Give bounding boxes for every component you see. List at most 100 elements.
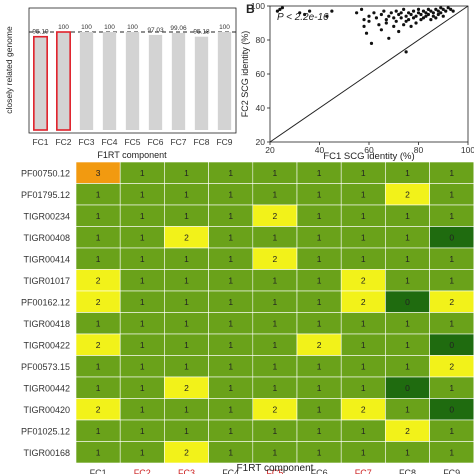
scatter-point xyxy=(308,9,312,13)
heatmap-cell-value: 1 xyxy=(184,404,189,414)
scatter-x-tick-label: 80 xyxy=(414,145,424,155)
heatmap-cell-value: 1 xyxy=(361,211,366,221)
scatter-point xyxy=(392,24,396,28)
heatmap-cell-value: 1 xyxy=(405,404,410,414)
heatmap-cell-value: 1 xyxy=(184,168,189,178)
bar-value-label: 100 xyxy=(58,24,69,31)
heatmap-cell-value: 1 xyxy=(405,211,410,221)
heatmap-cell-value: 1 xyxy=(140,189,145,199)
heatmap-cell-value: 3 xyxy=(96,168,101,178)
heatmap-cell-value: 1 xyxy=(140,340,145,350)
scatter-point xyxy=(404,19,408,23)
heatmap-cell-value: 1 xyxy=(449,254,454,264)
heatmap-cell-value: 1 xyxy=(273,232,278,242)
scatter-point xyxy=(325,14,329,18)
heatmap-cell-value: 1 xyxy=(96,211,101,221)
scatter-annotation: P < 2.2e-16 xyxy=(277,12,329,23)
scatter-point xyxy=(446,6,450,10)
heatmap-cell-value: 1 xyxy=(228,232,233,242)
heatmap-cell-value: 2 xyxy=(361,297,366,307)
scatter-point xyxy=(399,16,403,20)
heatmap-cell-value: 1 xyxy=(273,447,278,457)
scatter-point xyxy=(367,14,371,18)
heatmap-cell-value: 1 xyxy=(361,168,366,178)
heatmap-column-label: FC1 xyxy=(90,468,107,474)
bar-fc2 xyxy=(56,31,71,131)
scatter-point xyxy=(384,21,388,25)
heatmap-cell-value: 1 xyxy=(317,254,322,264)
heatmap-column-label: FC7 xyxy=(355,468,372,474)
scatter-point xyxy=(439,11,443,15)
heatmap-cell-value: 1 xyxy=(405,361,410,371)
scatter-point xyxy=(409,12,413,17)
heatmap-cell-value: 1 xyxy=(184,189,189,199)
heatmap-cell-value: 1 xyxy=(140,232,145,242)
scatter-point xyxy=(397,29,401,34)
heatmap-row-label: PF00750.12 xyxy=(21,168,70,178)
scatter-point xyxy=(379,12,383,17)
heatmap-cell-value: 1 xyxy=(317,447,322,457)
scatter-point xyxy=(377,23,381,27)
panel-label-b: B xyxy=(246,2,255,16)
heatmap-cell-value: 1 xyxy=(273,318,278,328)
heatmap-cell-value: 0 xyxy=(449,232,454,242)
heatmap-cell-value: 1 xyxy=(449,383,454,393)
scatter-point xyxy=(389,11,393,15)
bar-tick-label: FC3 xyxy=(78,137,94,147)
heatmap-cell-value: 2 xyxy=(449,297,454,307)
heatmap-cell-value: 1 xyxy=(449,447,454,457)
heatmap-cell-value: 1 xyxy=(273,361,278,371)
heatmap-cell-value: 1 xyxy=(228,297,233,307)
heatmap-cell-value: 1 xyxy=(361,189,366,199)
heatmap-cell-value: 1 xyxy=(361,383,366,393)
heatmap-cell-value: 1 xyxy=(228,447,233,457)
heatmap-cell-value: 1 xyxy=(317,383,322,393)
bar-tick-label: FC6 xyxy=(147,137,163,147)
heatmap-cell-value: 0 xyxy=(405,297,410,307)
scatter-y-tick-label: 40 xyxy=(256,103,266,113)
scatter-point xyxy=(409,24,413,28)
heatmap-cell-value: 1 xyxy=(317,318,322,328)
scatter-point xyxy=(434,16,438,20)
heatmap-cell-value: 1 xyxy=(184,426,189,436)
bar-fc1 xyxy=(33,35,48,131)
heatmap-cell-value: 1 xyxy=(184,297,189,307)
scatter-point xyxy=(451,9,455,13)
heatmap-cell-value: 1 xyxy=(361,318,366,328)
heatmap-cell-value: 1 xyxy=(228,340,233,350)
heatmap-cell-value: 1 xyxy=(317,168,322,178)
scatter-point xyxy=(444,9,448,13)
scatter-point xyxy=(404,50,408,54)
bar-tick-label: FC5 xyxy=(124,137,140,147)
scatter-point xyxy=(397,12,401,17)
heatmap-cell-value: 2 xyxy=(96,340,101,350)
heatmap-cell-value: 1 xyxy=(96,361,101,371)
scatter-point xyxy=(411,16,416,20)
scatter-point xyxy=(407,11,411,15)
heatmap-cell-value: 1 xyxy=(228,383,233,393)
bar-fc4 xyxy=(102,32,117,130)
scatter-point xyxy=(303,12,307,17)
bar-fc8 xyxy=(194,36,209,130)
heatmap-cell-value: 2 xyxy=(405,189,410,199)
heatmap-row-label: TIGR00168 xyxy=(23,448,70,458)
heatmap-cell-value: 1 xyxy=(361,232,366,242)
scatter-point xyxy=(414,14,418,18)
bar-value-label: 95.18 xyxy=(193,29,210,36)
scatter-point xyxy=(436,9,440,13)
heatmap-cell-value: 1 xyxy=(405,232,410,242)
scatter-point xyxy=(419,18,423,22)
scatter-point xyxy=(330,9,334,13)
scatter-point xyxy=(404,14,408,18)
heatmap-cell-value: 1 xyxy=(449,168,454,178)
heatmap-cell-value: 1 xyxy=(228,426,233,436)
heatmap-cell-value: 1 xyxy=(273,297,278,307)
heatmap-row-label: TIGR00414 xyxy=(23,254,70,264)
heatmap-cell-value: 1 xyxy=(140,211,145,221)
heatmap-column-label: FC3 xyxy=(178,468,195,474)
heatmap-cell-value: 1 xyxy=(228,168,233,178)
scatter-point xyxy=(429,9,433,13)
bar-fc7 xyxy=(171,32,186,130)
scatter-point xyxy=(421,16,426,20)
scatter-point xyxy=(407,18,411,22)
